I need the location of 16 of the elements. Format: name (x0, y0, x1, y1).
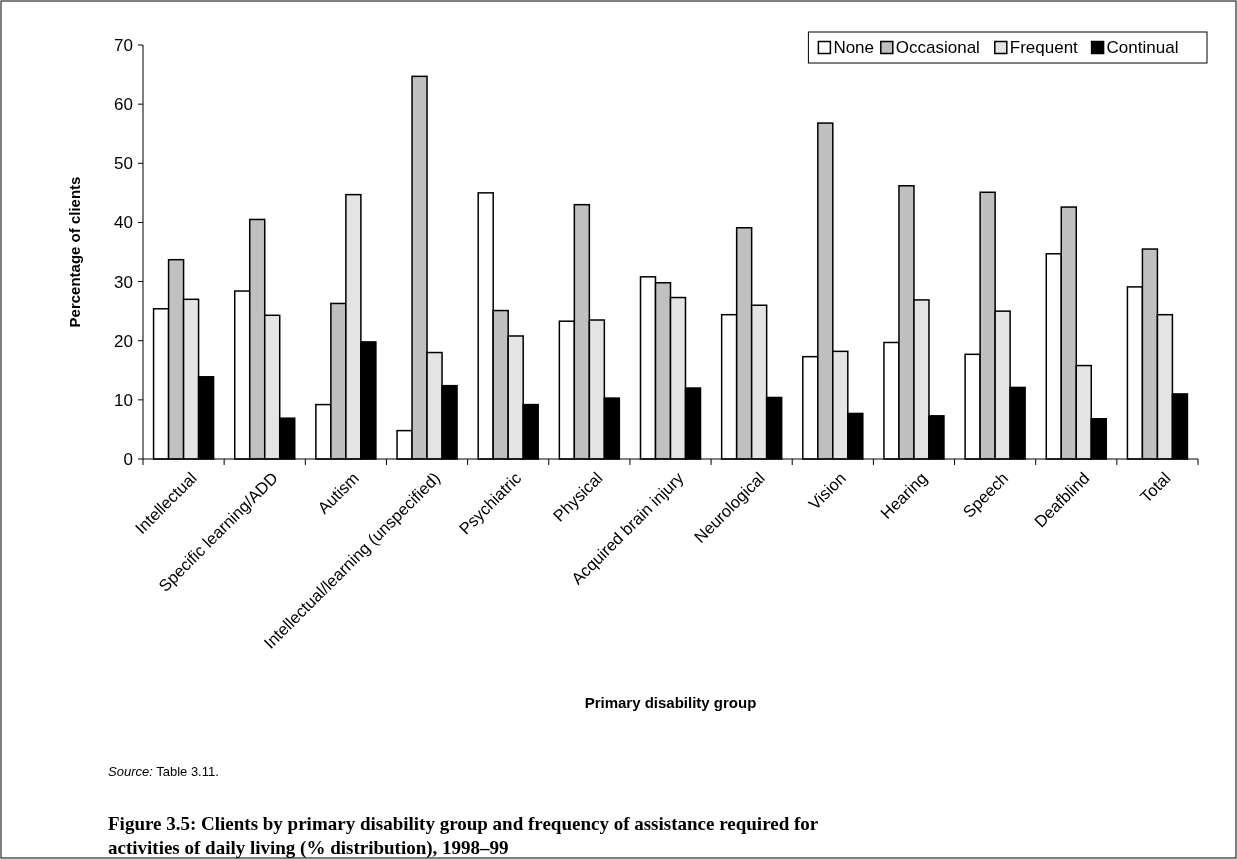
legend-label: None (833, 38, 875, 58)
text: Figure 3.5: Clients by primary disability group and frequency of assistance required for activities of daily living (% distribution), 1998–99 (108, 813, 819, 859)
y-tick-label: 0 (123, 449, 133, 469)
y-tick-label: 10 (114, 390, 133, 410)
y-tick-label: 70 (114, 35, 133, 55)
y-tick-label: 20 (114, 331, 133, 351)
y-axis-title: Percentage of clients (66, 176, 83, 328)
legend-label: Continual (1106, 38, 1179, 58)
legend-label: Frequent (1009, 38, 1079, 58)
source-note: Source: Table 3.11. (108, 764, 219, 779)
y-tick-label: 40 (114, 213, 133, 233)
legend-label: Occasional (895, 38, 980, 58)
y-tick-label: 30 (114, 272, 133, 292)
y-tick-label: 50 (114, 154, 133, 174)
y-tick-label: 60 (114, 95, 133, 115)
x-axis-title: Primary disability group (584, 694, 757, 711)
